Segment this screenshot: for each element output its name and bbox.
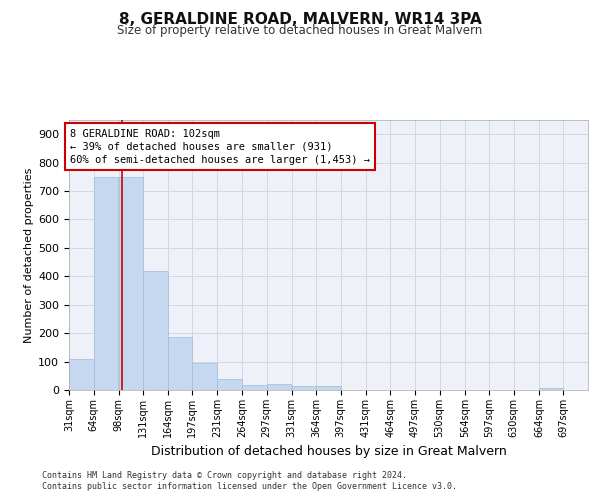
Bar	[266, 384, 291, 390]
Bar	[143, 271, 168, 390]
Bar	[69, 358, 94, 390]
Bar	[316, 386, 341, 390]
Text: Size of property relative to detached houses in Great Malvern: Size of property relative to detached ho…	[118, 24, 482, 37]
Text: Contains public sector information licensed under the Open Government Licence v3: Contains public sector information licen…	[42, 482, 457, 491]
Text: 8, GERALDINE ROAD, MALVERN, WR14 3PA: 8, GERALDINE ROAD, MALVERN, WR14 3PA	[119, 12, 481, 28]
Bar	[119, 177, 143, 390]
Y-axis label: Number of detached properties: Number of detached properties	[24, 168, 34, 342]
Text: 8 GERALDINE ROAD: 102sqm
← 39% of detached houses are smaller (931)
60% of semi-: 8 GERALDINE ROAD: 102sqm ← 39% of detach…	[70, 128, 370, 165]
Bar	[217, 378, 242, 390]
Text: Contains HM Land Registry data © Crown copyright and database right 2024.: Contains HM Land Registry data © Crown c…	[42, 470, 407, 480]
Bar	[539, 388, 563, 390]
Bar	[168, 338, 192, 390]
Bar	[242, 385, 266, 390]
X-axis label: Distribution of detached houses by size in Great Malvern: Distribution of detached houses by size …	[151, 446, 506, 458]
Bar	[94, 178, 118, 390]
Bar	[292, 386, 316, 390]
Bar	[192, 363, 217, 390]
